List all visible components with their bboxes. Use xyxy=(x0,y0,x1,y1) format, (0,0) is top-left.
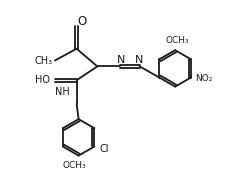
Text: N: N xyxy=(135,55,143,65)
Text: Cl: Cl xyxy=(100,144,109,154)
Text: N: N xyxy=(117,55,125,65)
Text: O: O xyxy=(77,15,86,28)
Text: NH: NH xyxy=(55,87,70,97)
Text: NO₂: NO₂ xyxy=(195,74,212,83)
Text: HO: HO xyxy=(35,75,50,85)
Text: CH₃: CH₃ xyxy=(35,55,53,66)
Text: OCH₃: OCH₃ xyxy=(63,161,87,170)
Text: OCH₃: OCH₃ xyxy=(165,36,189,45)
